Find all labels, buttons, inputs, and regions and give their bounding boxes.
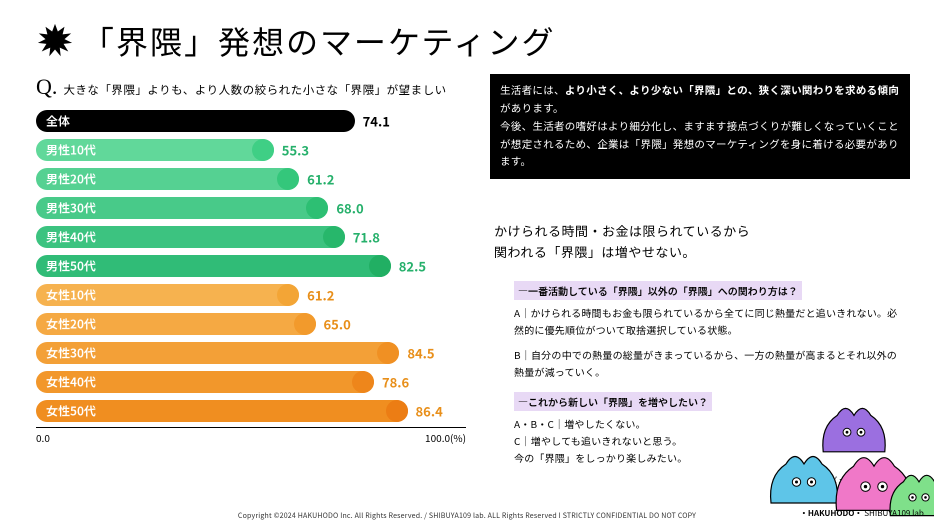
bar-label: 女性50代 — [46, 402, 96, 419]
quote-note: ※Z世代インタビュー(P.15)より抜粋 — [514, 474, 906, 488]
bar-label: 男性20代 — [46, 170, 96, 187]
bar: 女性20代 — [36, 313, 316, 335]
bar-label: 男性10代 — [46, 141, 96, 158]
quote-block: かけられる時間・お金は限られているから 関われる「界隈」は増やせない。 ―一番活… — [490, 221, 910, 487]
bar-row: 女性40代 78.6 — [36, 369, 466, 394]
bar: 女性40代 — [36, 371, 374, 393]
bar-row: 女性30代 84.5 — [36, 340, 466, 365]
q-text: 大きな「界隈」よりも、より人数の絞られた小さな「界隈」が望ましい — [63, 82, 446, 98]
bar-label: 女性30代 — [46, 344, 96, 361]
insight-pre: 生活者には、 — [500, 83, 565, 98]
bar: 女性30代 — [36, 342, 399, 364]
bar: 男性50代 — [36, 255, 391, 277]
bar-label: 男性40代 — [46, 228, 96, 245]
bar: 男性40代 — [36, 226, 345, 248]
bar: 全体 — [36, 110, 355, 132]
bar-row: 男性50代 82.5 — [36, 253, 466, 278]
bar-chart: 全体 74.1 男性10代 55.3 男性20代 61.2 男性30代 68.0 男性40代 71… — [36, 108, 466, 423]
bar-cap — [352, 371, 374, 393]
bar-row: 男性20代 61.2 — [36, 166, 466, 191]
chart-panel: Q. 大きな「界隈」よりも、より人数の絞られた小さな「界隈」が望ましい 全体 74… — [36, 74, 466, 487]
bar-value: 84.5 — [407, 343, 434, 362]
bar-cap — [386, 400, 408, 422]
bar-cap — [294, 313, 316, 335]
qa-q1: ―一番活動している「界隈」以外の「界隈」への関わり方は？ — [514, 281, 802, 300]
qa-a1b: B｜自分の中での熱量の総量がきまっているから、一方の熱量が高まるとそれ以外の熱量… — [514, 346, 906, 380]
axis-min: 0.0 — [36, 430, 50, 445]
bar: 男性30代 — [36, 197, 328, 219]
bar-value: 78.6 — [382, 372, 409, 391]
bar-row: 男性40代 71.8 — [36, 224, 466, 249]
bar-cap — [369, 255, 391, 277]
bar-label: 男性50代 — [46, 257, 96, 274]
bar-cap — [306, 197, 328, 219]
bar-value: 61.2 — [307, 285, 334, 304]
q-mark: Q. — [36, 74, 57, 100]
bar-cap — [277, 168, 299, 190]
bar-row: 全体 74.1 — [36, 108, 466, 133]
qa-a2b: C｜増やしても追いきれないと思う。 — [514, 432, 906, 449]
bar: 女性10代 — [36, 284, 299, 306]
insight-line2: 今後、生活者の嗜好はより細分化し、ますます接点づくりが難しくなっていくことが想定… — [500, 119, 899, 170]
burst-icon — [36, 22, 74, 60]
bar-value: 82.5 — [399, 256, 426, 275]
footer-copyright: Copyright ©2024 HAKUHODO Inc. All Rights… — [0, 511, 934, 521]
bar-label: 女性40代 — [46, 373, 96, 390]
page-title: 「界隈」発想のマーケティング — [82, 18, 555, 64]
bar-row: 男性30代 68.0 — [36, 195, 466, 220]
bar-row: 女性10代 61.2 — [36, 282, 466, 307]
qa-a1a: A｜かけられる時間もお金も限られているから全てに同じ熱量だと追いきれない。必然的… — [514, 304, 906, 338]
bar-value: 61.2 — [307, 169, 334, 188]
bar-label: 女性20代 — [46, 315, 96, 332]
qa-a2a: A・B・C｜増やしたくない。 — [514, 415, 906, 432]
bar-label: 女性10代 — [46, 286, 96, 303]
corner-brand: ・HAKUHODO・ SHIBUYA109 lab. — [800, 508, 926, 519]
bar-value: 86.4 — [416, 401, 443, 420]
bar-value: 74.1 — [363, 111, 390, 130]
qa-a2c: 今の「界隈」をしっかり楽しみたい。 — [514, 449, 906, 466]
bar: 男性10代 — [36, 139, 274, 161]
quote-lead2: 関われる「界隈」は増やせない。 — [494, 242, 906, 263]
bar-value: 71.8 — [353, 227, 380, 246]
bar-label: 全体 — [46, 112, 70, 129]
bar: 男性20代 — [36, 168, 299, 190]
bar-cap — [277, 284, 299, 306]
insight-em: より小さく、より少ない「界隈」との、狭く深い関わりを求める傾向 — [565, 83, 899, 98]
insight-post: があります。 — [500, 101, 564, 116]
bar-value: 68.0 — [336, 198, 363, 217]
quote-lead1: かけられる時間・お金は限られているから — [494, 221, 906, 242]
bar-cap — [377, 342, 399, 364]
insight-box: 生活者には、より小さく、より少ない「界隈」との、狭く深い関わりを求める傾向があり… — [490, 74, 910, 179]
bar-value: 55.3 — [282, 140, 309, 159]
bar-row: 女性20代 65.0 — [36, 311, 466, 336]
bar: 女性50代 — [36, 400, 408, 422]
bar-row: 男性10代 55.3 — [36, 137, 466, 162]
bar-label: 男性30代 — [46, 199, 96, 216]
bar-value: 65.0 — [324, 314, 351, 333]
bar-row: 女性50代 86.4 — [36, 398, 466, 423]
bar-cap — [323, 226, 345, 248]
bar-cap — [252, 139, 274, 161]
axis-max: 100.0(%) — [425, 430, 466, 445]
qa-q2: ―これから新しい「界隈」を増やしたい？ — [514, 392, 712, 411]
